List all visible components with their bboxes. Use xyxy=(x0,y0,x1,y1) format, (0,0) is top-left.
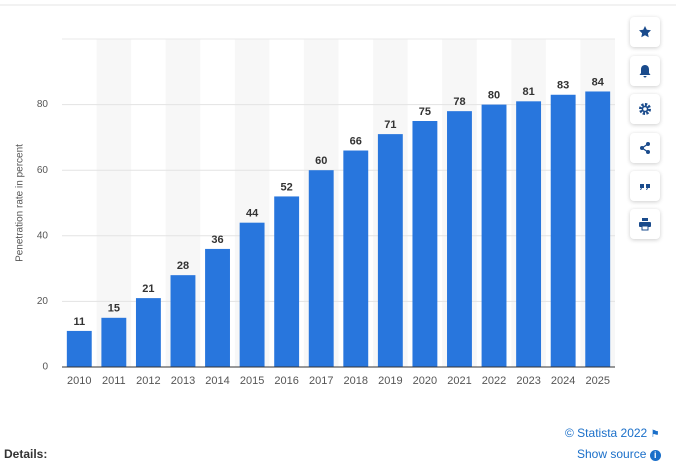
share-button[interactable] xyxy=(630,133,660,163)
x-tick-label: 2021 xyxy=(447,375,471,387)
print-button[interactable] xyxy=(630,209,660,239)
x-tick-label: 2016 xyxy=(274,375,298,387)
value-label: 66 xyxy=(350,135,362,147)
value-label: 75 xyxy=(419,106,431,118)
bar xyxy=(447,111,472,367)
value-label: 44 xyxy=(246,208,259,220)
bar xyxy=(377,134,403,367)
bar xyxy=(205,248,230,367)
value-label: 78 xyxy=(453,96,465,108)
value-label: 21 xyxy=(142,283,154,295)
value-label: 11 xyxy=(73,316,85,328)
source-text: Show source xyxy=(577,447,647,461)
value-label: 71 xyxy=(384,119,396,131)
x-tick-label: 2018 xyxy=(344,375,368,387)
bar xyxy=(308,170,334,367)
value-label: 36 xyxy=(211,234,223,246)
x-tick-label: 2022 xyxy=(482,375,506,387)
x-tick-label: 2024 xyxy=(551,375,575,387)
cite-button[interactable] xyxy=(630,171,660,201)
value-label: 80 xyxy=(488,90,500,102)
x-tick-label: 2023 xyxy=(516,375,540,387)
bar xyxy=(343,150,369,367)
bar xyxy=(274,196,300,367)
x-tick-label: 2025 xyxy=(585,375,609,387)
notification-button[interactable] xyxy=(630,56,660,86)
bar xyxy=(412,121,438,367)
y-tick-label: 20 xyxy=(37,296,49,307)
bar xyxy=(101,317,127,367)
y-tick-label: 60 xyxy=(37,165,49,176)
x-tick-label: 2014 xyxy=(205,375,229,387)
value-label: 15 xyxy=(108,303,120,315)
x-tick-label: 2015 xyxy=(240,375,264,387)
x-tick-label: 2010 xyxy=(67,375,91,387)
bar xyxy=(239,222,265,367)
credit[interactable]: © Statista 2022 ⚑ xyxy=(565,426,660,440)
value-label: 83 xyxy=(557,80,569,92)
value-label: 28 xyxy=(177,260,189,272)
value-label: 52 xyxy=(281,181,293,193)
bar xyxy=(481,104,507,367)
bar xyxy=(550,94,576,367)
details-label: Details: xyxy=(4,447,48,461)
x-tick-label: 2011 xyxy=(102,375,126,387)
show-source[interactable]: Show source i xyxy=(577,447,661,461)
value-label: 84 xyxy=(592,76,605,88)
y-tick-label: 80 xyxy=(37,99,49,110)
x-tick-label: 2013 xyxy=(171,375,195,387)
band-shade xyxy=(96,39,132,367)
settings-button[interactable] xyxy=(630,94,660,124)
value-label: 81 xyxy=(522,86,534,98)
x-tick-label: 2020 xyxy=(413,375,437,387)
bar xyxy=(135,298,161,367)
y-axis-label: Penetration rate in percent xyxy=(15,144,26,262)
x-tick-label: 2019 xyxy=(378,375,402,387)
value-label: 60 xyxy=(315,155,327,167)
y-tick-label: 0 xyxy=(42,362,48,373)
bar xyxy=(585,91,611,367)
bar xyxy=(66,330,92,367)
x-tick-label: 2017 xyxy=(309,375,333,387)
y-tick-label: 40 xyxy=(37,230,49,241)
credit-text: © Statista 2022 xyxy=(565,426,648,440)
favorite-button[interactable] xyxy=(630,17,660,47)
bar xyxy=(170,275,196,367)
bar xyxy=(516,101,542,367)
x-tick-label: 2012 xyxy=(136,375,160,387)
